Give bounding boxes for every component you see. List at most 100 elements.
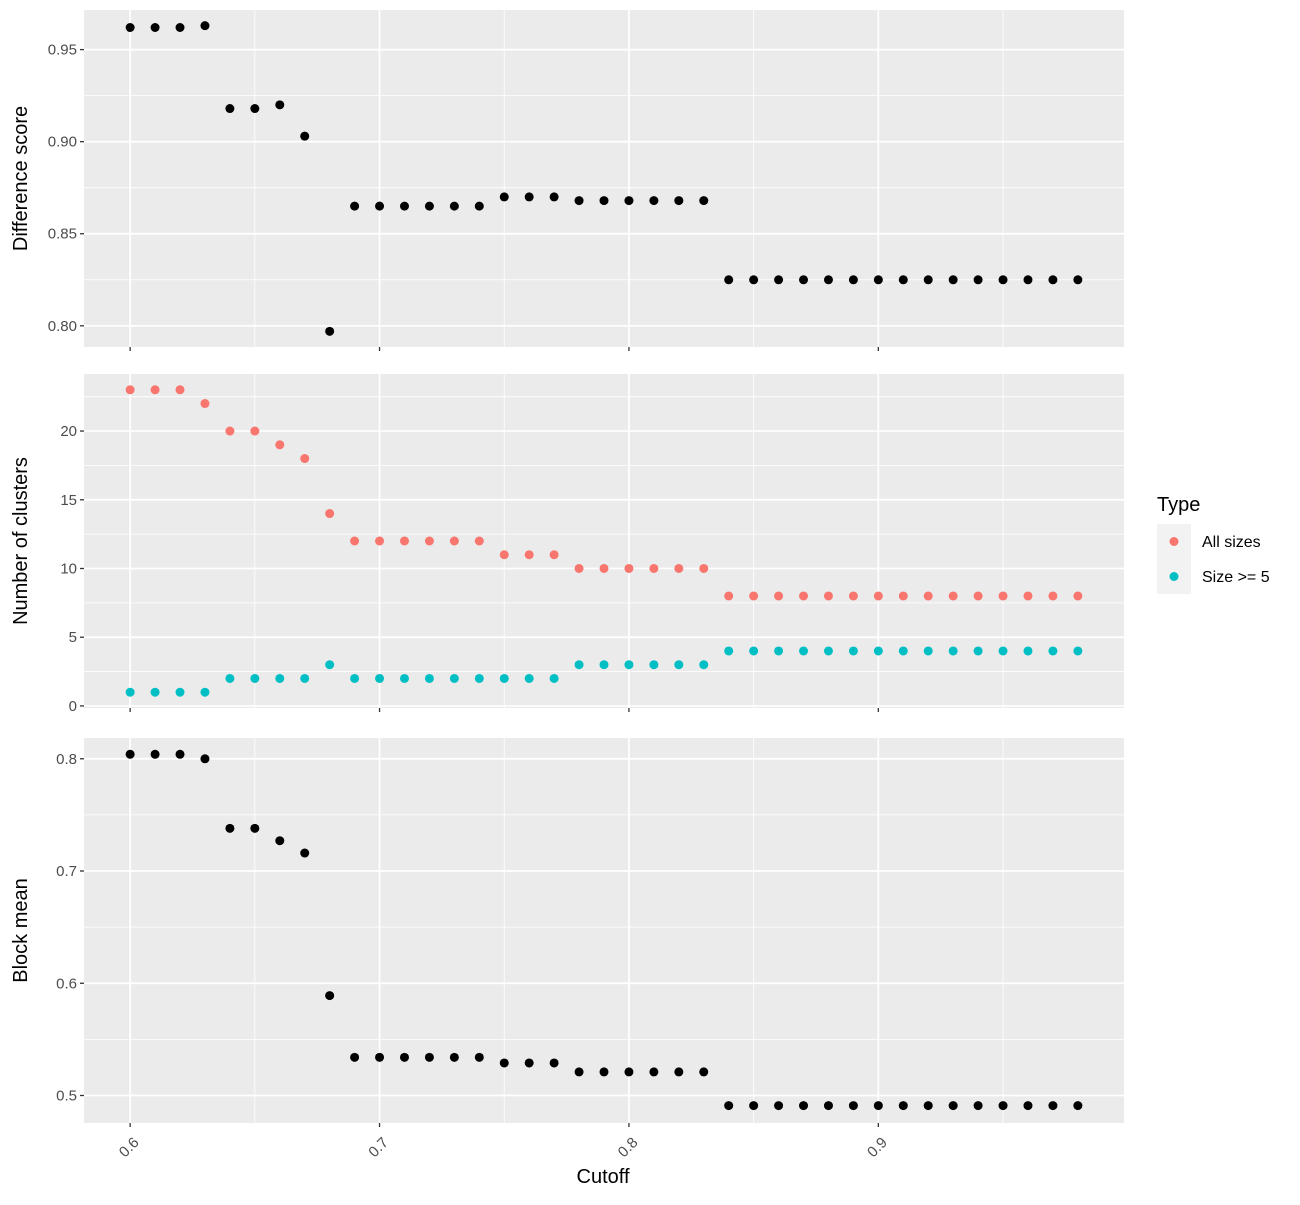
series-points bbox=[125, 646, 1083, 697]
data-point bbox=[499, 192, 509, 202]
y-tick-label: 0.90 bbox=[48, 134, 77, 151]
data-point bbox=[549, 550, 559, 560]
data-point bbox=[774, 646, 784, 656]
data-point bbox=[823, 1101, 833, 1111]
y-tick-label: 0.5 bbox=[56, 1088, 77, 1105]
data-point bbox=[1023, 591, 1033, 601]
data-point bbox=[125, 22, 135, 32]
y-tick-label: 0.8 bbox=[56, 751, 77, 768]
data-point bbox=[275, 673, 285, 683]
data-point bbox=[674, 563, 684, 573]
data-point bbox=[873, 275, 883, 285]
legend-label: Size >= 5 bbox=[1202, 569, 1270, 586]
data-point bbox=[474, 673, 484, 683]
y-tick-label: 0.85 bbox=[48, 226, 77, 243]
data-point bbox=[549, 1058, 559, 1068]
legend-title: Type bbox=[1157, 494, 1200, 516]
data-point bbox=[749, 591, 759, 601]
y-tick-label: 0 bbox=[69, 698, 77, 715]
data-point bbox=[524, 1058, 534, 1068]
data-point bbox=[799, 1101, 809, 1111]
data-point bbox=[250, 673, 260, 683]
data-point bbox=[948, 275, 958, 285]
data-point bbox=[549, 192, 559, 202]
data-point bbox=[898, 591, 908, 601]
data-point bbox=[275, 100, 285, 110]
y-tick-label: 0.7 bbox=[56, 863, 77, 880]
data-point bbox=[724, 1101, 734, 1111]
data-point bbox=[998, 646, 1008, 656]
data-point bbox=[325, 509, 335, 519]
data-point bbox=[200, 399, 210, 409]
data-point bbox=[150, 687, 160, 697]
data-point bbox=[848, 646, 858, 656]
x-axis-title: Cutoff bbox=[577, 1166, 630, 1188]
data-point bbox=[1073, 275, 1083, 285]
data-point bbox=[225, 823, 235, 833]
data-point bbox=[574, 1067, 584, 1077]
data-point bbox=[1048, 275, 1058, 285]
panel-1: 0.80 0.85 0.90 0.95 Difference score bbox=[10, 10, 1124, 351]
data-point bbox=[774, 275, 784, 285]
data-point bbox=[175, 22, 185, 32]
legend-key-point bbox=[1169, 572, 1179, 581]
data-point bbox=[574, 660, 584, 670]
data-point bbox=[973, 646, 983, 656]
y-axis-title: Difference score bbox=[10, 106, 32, 251]
data-point bbox=[200, 687, 210, 697]
panel-3: 0.5 0.6 0.7 0.8 0.6 0.7 0.8 0.9 Block mean bbox=[10, 738, 1124, 1161]
panels-layer: 0.80 0.85 0.90 0.95 Difference score 0 5 10 15 20… bbox=[10, 10, 1124, 1161]
data-point bbox=[1073, 1101, 1083, 1111]
data-point bbox=[898, 646, 908, 656]
data-point bbox=[1048, 591, 1058, 601]
data-point bbox=[948, 591, 958, 601]
data-point bbox=[624, 1067, 634, 1077]
data-point bbox=[499, 1058, 509, 1068]
y-tick-label: 20 bbox=[60, 423, 77, 440]
data-point bbox=[973, 1101, 983, 1111]
data-point bbox=[300, 848, 310, 858]
y-tick-label: 5 bbox=[69, 629, 77, 646]
x-tick-label: 0.6 bbox=[116, 1134, 143, 1161]
data-point bbox=[599, 196, 609, 206]
data-point bbox=[848, 591, 858, 601]
y-axis-title: Block mean bbox=[10, 878, 32, 983]
data-point bbox=[948, 1101, 958, 1111]
data-point bbox=[449, 673, 459, 683]
data-point bbox=[499, 550, 509, 560]
data-point bbox=[474, 536, 484, 546]
data-point bbox=[350, 201, 360, 211]
data-point bbox=[1023, 646, 1033, 656]
data-point bbox=[200, 754, 210, 764]
data-point bbox=[375, 201, 385, 211]
data-point bbox=[325, 660, 335, 670]
data-point bbox=[449, 1052, 459, 1062]
data-point bbox=[424, 1052, 434, 1062]
data-point bbox=[250, 823, 260, 833]
data-point bbox=[200, 21, 210, 31]
data-point bbox=[150, 22, 160, 32]
data-point bbox=[823, 591, 833, 601]
data-point bbox=[923, 591, 933, 601]
data-point bbox=[175, 687, 185, 697]
legend-key-point bbox=[1169, 537, 1179, 546]
data-point bbox=[1048, 646, 1058, 656]
data-point bbox=[225, 673, 235, 683]
data-point bbox=[774, 1101, 784, 1111]
data-point bbox=[474, 1052, 484, 1062]
data-point bbox=[599, 660, 609, 670]
data-point bbox=[350, 673, 360, 683]
data-point bbox=[873, 591, 883, 601]
series-points bbox=[125, 749, 1083, 1111]
data-point bbox=[799, 591, 809, 601]
x-tick-label: 0.9 bbox=[864, 1134, 891, 1161]
panel-background bbox=[84, 738, 1124, 1123]
data-point bbox=[749, 1101, 759, 1111]
data-point bbox=[724, 275, 734, 285]
data-point bbox=[923, 1101, 933, 1111]
data-point bbox=[998, 591, 1008, 601]
data-point bbox=[1023, 275, 1033, 285]
data-point bbox=[424, 201, 434, 211]
data-point bbox=[599, 1067, 609, 1077]
